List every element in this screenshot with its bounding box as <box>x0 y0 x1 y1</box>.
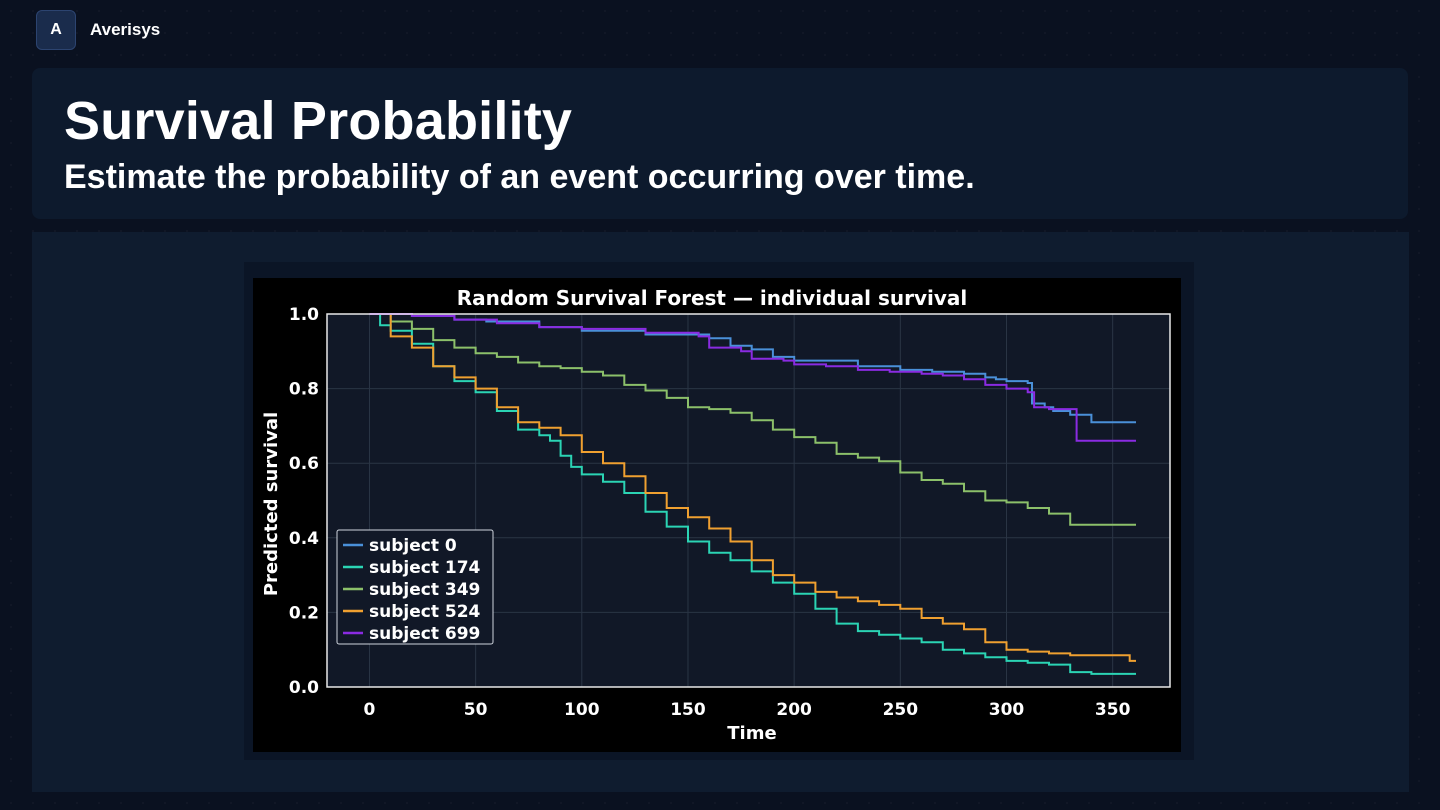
legend-label: subject 0 <box>369 536 457 556</box>
legend-label: subject 524 <box>369 602 481 622</box>
series-line-subject-174 <box>369 313 1136 675</box>
series-line-subject-699 <box>369 313 1136 442</box>
y-axis-label: Predicted survival <box>261 412 282 596</box>
x-tick-label: 350 <box>1095 700 1131 720</box>
y-tick-label: 0.4 <box>289 529 319 549</box>
y-tick-label: 0.0 <box>289 678 319 698</box>
app-name[interactable]: Averisys <box>90 20 161 39</box>
header-card: Survival Probability Estimate the probab… <box>32 68 1408 219</box>
chart-figure: Random Survival Forest — individual surv… <box>244 262 1194 760</box>
content-panel: Random Survival Forest — individual surv… <box>32 232 1409 792</box>
page-subtitle: Estimate the probability of an event occ… <box>64 158 975 196</box>
x-tick-label: 250 <box>883 700 919 720</box>
y-tick-label: 0.6 <box>289 454 319 474</box>
legend-label: subject 174 <box>369 558 481 578</box>
legend-label: subject 699 <box>369 624 480 644</box>
tick-labels: 0 50 100 150 200 250 300 350 0.0 0.2 0.4 0.6 0.8 1.0 <box>289 305 1131 720</box>
legend-label: subject 349 <box>369 580 480 600</box>
topbar: A Averisys <box>36 10 160 50</box>
x-tick-label: 150 <box>670 700 706 720</box>
x-tick-label: 100 <box>564 700 600 720</box>
x-tick-label: 0 <box>364 700 376 720</box>
survival-chart: Random Survival Forest — individual surv… <box>253 278 1181 752</box>
y-tick-label: 0.8 <box>289 380 319 400</box>
x-tick-label: 300 <box>989 700 1025 720</box>
legend-box <box>336 529 494 645</box>
y-tick-label: 0.2 <box>289 603 319 623</box>
series-line-subject-349 <box>369 313 1136 526</box>
series-line-subject-524 <box>369 313 1136 662</box>
x-tick-label: 50 <box>464 700 488 720</box>
x-tick-label: 200 <box>776 700 812 720</box>
y-tick-label: 1.0 <box>289 305 319 325</box>
chart-title: Random Survival Forest — individual surv… <box>457 286 967 310</box>
page-title: Survival Probability <box>64 91 573 151</box>
plot-border <box>326 313 1171 688</box>
series-lines <box>369 313 1136 675</box>
x-axis-label: Time <box>727 723 776 744</box>
app-logo[interactable]: A <box>36 10 76 50</box>
